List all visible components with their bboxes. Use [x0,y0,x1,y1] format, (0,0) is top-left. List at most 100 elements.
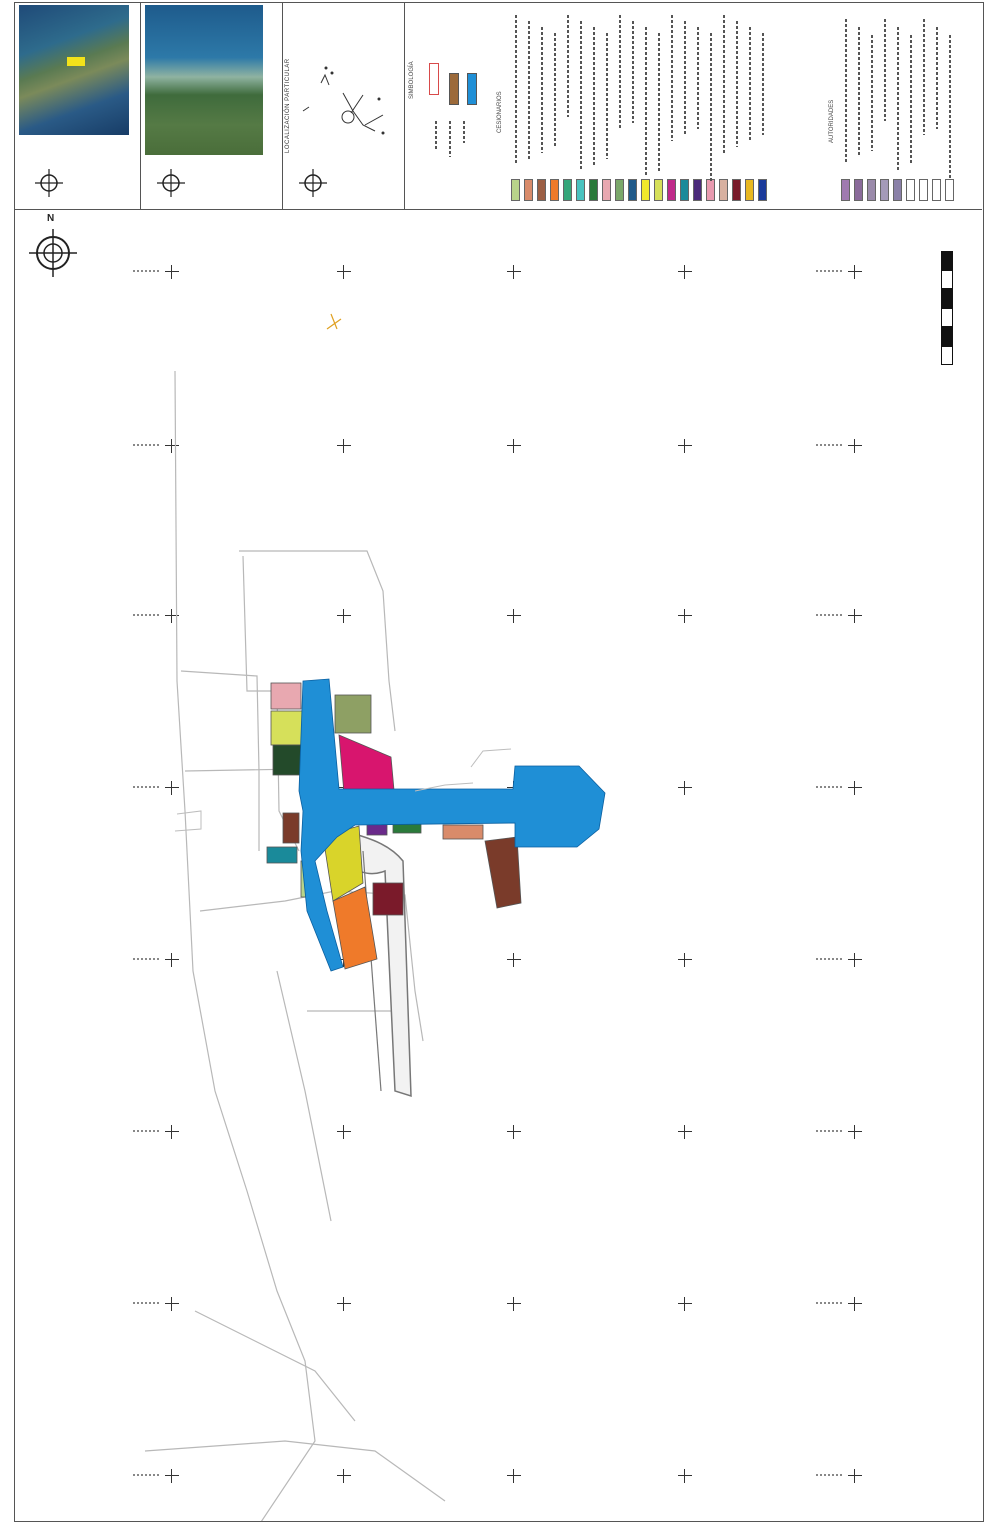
compass-rose-icon [299,169,327,197]
autoridad-swatch [893,179,902,201]
autoridad-legend-text [845,19,847,163]
grid-cross-marker [848,265,862,279]
simbologia-title: SIMBOLOGÍA [409,61,415,99]
grid-cross-marker [678,953,692,967]
grid-cross-marker [507,953,521,967]
grid-cross-marker [507,439,521,453]
grid-cross-marker [165,781,179,795]
parcels [266,682,522,970]
autoridad-legend-text [897,27,899,171]
autoridad-swatch [945,179,954,201]
grid-cross-marker [678,1297,692,1311]
cesionario-swatch [745,179,754,201]
compass-rose-icon [157,169,185,197]
symbol-legend-text [435,121,437,151]
grid-cross-marker [678,1125,692,1139]
cesionario-legend-text [658,33,660,171]
cesionario-legend-text [736,21,738,147]
panel-particular-location: LOCALIZACIÓN PARTICULAR [283,3,405,209]
symbol-swatch-boundary [429,63,439,95]
grid-cross-marker [678,265,692,279]
cesionario-swatch [576,179,585,201]
coordinate-label [816,614,844,616]
grid-cross-marker [165,609,179,623]
grid-cross-marker [848,1125,862,1139]
panel-local-location [141,3,283,209]
cesionario-swatch [693,179,702,201]
grid-cross-marker [337,1469,351,1483]
cesionario-legend-text [697,27,699,129]
grid-cross-marker [165,1125,179,1139]
coordinate-label [816,1302,844,1304]
cesionario-swatch [563,179,572,201]
grid-cross-marker [165,1297,179,1311]
autoridad-swatch [867,179,876,201]
cesionario-legend-text [619,15,621,129]
coordinate-label [816,958,844,960]
cesionario-legend-text [671,15,673,141]
cesionario-swatch [524,179,533,201]
cesionario-swatch [758,179,767,201]
location-sketch [302,66,385,135]
cesionario-legend-text [515,15,517,165]
grid-cross-marker [507,1297,521,1311]
map-sheet: LOCALIZACIÓN PARTICULAR SIMBOLOGÍA CESIO… [14,2,984,1522]
coordinate-label [816,1130,844,1132]
satellite-image-regional [19,5,129,135]
highlight-marker [67,57,85,66]
cesionario-swatch [680,179,689,201]
grid-cross-marker [848,439,862,453]
north-arrow-icon [29,229,77,277]
water-canal [298,678,606,972]
cesionario-legend-text [710,33,712,183]
grid-cross-marker [337,1297,351,1311]
grid-cross-marker [337,609,351,623]
grid-cross-marker [848,781,862,795]
grid-cross-marker [678,609,692,623]
autoridad-swatch [906,179,915,201]
cesionario-legend-text [632,21,634,123]
autoridad-swatch [880,179,889,201]
cesionario-legend-text [528,21,530,159]
grid-cross-marker [165,953,179,967]
coordinate-label [816,786,844,788]
symbol-legend-text [463,121,465,143]
grid-cross-marker [848,1469,862,1483]
grid-cross-marker [507,265,521,279]
grid-cross-marker [337,265,351,279]
cesionario-legend-text [606,33,608,159]
coordinate-label [133,1130,161,1132]
cesionario-swatch [537,179,546,201]
cesionario-legend-text [645,27,647,177]
coordinate-label [133,786,161,788]
coordinate-label [133,444,161,446]
grid-cross-marker [678,1469,692,1483]
autoridad-legend-text [871,35,873,151]
coordinate-label [816,444,844,446]
grid-cross-marker [678,781,692,795]
satellite-image-local [145,5,263,155]
grid-cross-marker [507,609,521,623]
north-label: N [47,213,55,224]
coordinate-label [816,270,844,272]
grid-cross-marker [337,1125,351,1139]
grid-cross-marker [678,439,692,453]
grid-cross-marker [337,439,351,453]
main-map: N [15,211,982,1521]
cesionario-legend-text [554,33,556,147]
cesionario-swatch [511,179,520,201]
cesionario-swatch [654,179,663,201]
cesionario-swatch [667,179,676,201]
grid-cross-marker [507,1469,521,1483]
cesionario-swatch [732,179,741,201]
symbol-swatch-brown [449,73,459,105]
coordinate-label [133,1474,161,1476]
grid-cross-marker [165,439,179,453]
grid-cross-marker [165,1469,179,1483]
cartouche: LOCALIZACIÓN PARTICULAR SIMBOLOGÍA CESIO… [15,3,982,210]
cesionario-legend-text [723,15,725,153]
autoridad-legend-text [858,27,860,157]
panel-legend: SIMBOLOGÍA CESIONARIOS AUTORIDADES [405,3,982,209]
autoridades-title: AUTORIDADES [829,99,835,143]
compass-rose-icon [35,169,63,197]
